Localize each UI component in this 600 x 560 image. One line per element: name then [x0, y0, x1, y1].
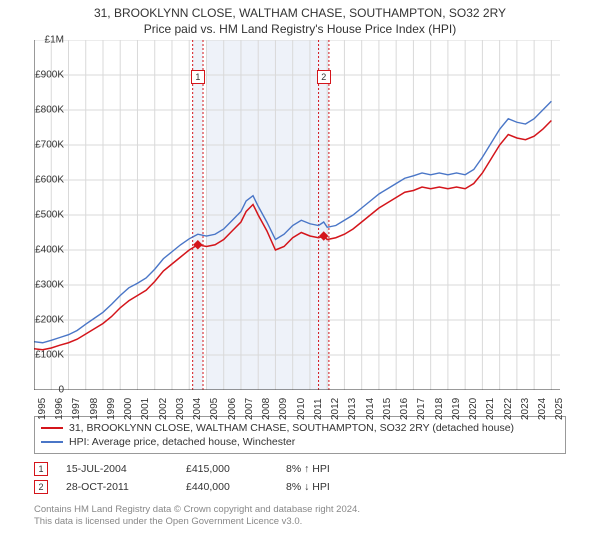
sale-hpi-1: 8% ↑ HPI: [286, 463, 366, 475]
legend-swatch-red: [41, 427, 63, 429]
sale-date-1: 15-JUL-2004: [66, 463, 186, 475]
x-axis-label: 2010: [296, 398, 307, 420]
x-axis-label: 2023: [520, 398, 531, 420]
sale-marker-1: 1: [34, 462, 48, 476]
x-axis-label: 2006: [227, 398, 238, 420]
x-axis-label: 1996: [54, 398, 65, 420]
x-axis-label: 2016: [399, 398, 410, 420]
sale-price-2: £440,000: [186, 481, 286, 493]
x-axis-label: 2004: [192, 398, 203, 420]
x-axis-label: 2011: [313, 398, 324, 420]
legend-item-hpi: HPI: Average price, detached house, Winc…: [41, 435, 559, 449]
y-axis-label: £900K: [24, 70, 64, 81]
legend-label-price-paid: 31, BROOKLYNN CLOSE, WALTHAM CHASE, SOUT…: [69, 422, 514, 434]
x-axis-label: 2005: [209, 398, 220, 420]
x-axis-label: 2018: [434, 398, 445, 420]
sales-table: 1 15-JUL-2004 £415,000 8% ↑ HPI 2 28-OCT…: [34, 460, 566, 496]
x-axis-label: 2019: [451, 398, 462, 420]
chart-title-address: 31, BROOKLYNN CLOSE, WALTHAM CHASE, SOUT…: [0, 0, 600, 20]
x-axis-label: 2025: [554, 398, 565, 420]
x-axis-label: 2000: [123, 398, 134, 420]
x-axis-label: 1998: [89, 398, 100, 420]
footer-attribution: Contains HM Land Registry data © Crown c…: [34, 504, 566, 529]
x-axis-label: 1995: [37, 398, 48, 420]
x-axis-label: 2007: [244, 398, 255, 420]
y-axis-label: £400K: [24, 245, 64, 256]
footer-line-2: This data is licensed under the Open Gov…: [34, 516, 566, 528]
legend-box: 31, BROOKLYNN CLOSE, WALTHAM CHASE, SOUT…: [34, 416, 566, 454]
sale-price-1: £415,000: [186, 463, 286, 475]
event-marker-label: 2: [317, 70, 331, 84]
chart-title-sub: Price paid vs. HM Land Registry's House …: [0, 20, 600, 40]
x-axis-label: 2009: [278, 398, 289, 420]
y-axis-label: £100K: [24, 350, 64, 361]
x-axis-label: 2022: [503, 398, 514, 420]
sale-row-2: 2 28-OCT-2011 £440,000 8% ↓ HPI: [34, 478, 566, 496]
y-axis-label: £800K: [24, 105, 64, 116]
x-axis-label: 2008: [261, 398, 272, 420]
sale-date-2: 28-OCT-2011: [66, 481, 186, 493]
sale-row-1: 1 15-JUL-2004 £415,000 8% ↑ HPI: [34, 460, 566, 478]
x-axis-label: 2020: [468, 398, 479, 420]
legend-label-hpi: HPI: Average price, detached house, Winc…: [69, 436, 295, 448]
x-axis-label: 2021: [485, 398, 496, 420]
y-axis-label: 0: [24, 385, 64, 396]
x-axis-label: 2014: [365, 398, 376, 420]
x-axis-label: 2001: [140, 398, 151, 420]
x-axis-label: 2013: [347, 398, 358, 420]
x-axis-label: 2002: [158, 398, 169, 420]
y-axis-label: £200K: [24, 315, 64, 326]
x-axis-label: 2012: [330, 398, 341, 420]
y-axis-label: £1M: [24, 35, 64, 46]
y-axis-label: £300K: [24, 280, 64, 291]
sale-hpi-2: 8% ↓ HPI: [286, 481, 366, 493]
footer-line-1: Contains HM Land Registry data © Crown c…: [34, 504, 566, 516]
y-axis-label: £500K: [24, 210, 64, 221]
y-axis-label: £700K: [24, 140, 64, 151]
legend-item-price-paid: 31, BROOKLYNN CLOSE, WALTHAM CHASE, SOUT…: [41, 421, 559, 435]
x-axis-label: 2017: [416, 398, 427, 420]
y-axis-label: £600K: [24, 175, 64, 186]
x-axis-label: 2015: [382, 398, 393, 420]
sale-marker-2: 2: [34, 480, 48, 494]
x-axis-label: 1997: [71, 398, 82, 420]
x-axis-label: 2003: [175, 398, 186, 420]
line-chart: [34, 40, 560, 390]
event-marker-label: 1: [191, 70, 205, 84]
chart-area: 0£100K£200K£300K£400K£500K£600K£700K£800…: [34, 40, 594, 410]
x-axis-label: 2024: [537, 398, 548, 420]
legend-swatch-blue: [41, 441, 63, 443]
x-axis-label: 1999: [106, 398, 117, 420]
